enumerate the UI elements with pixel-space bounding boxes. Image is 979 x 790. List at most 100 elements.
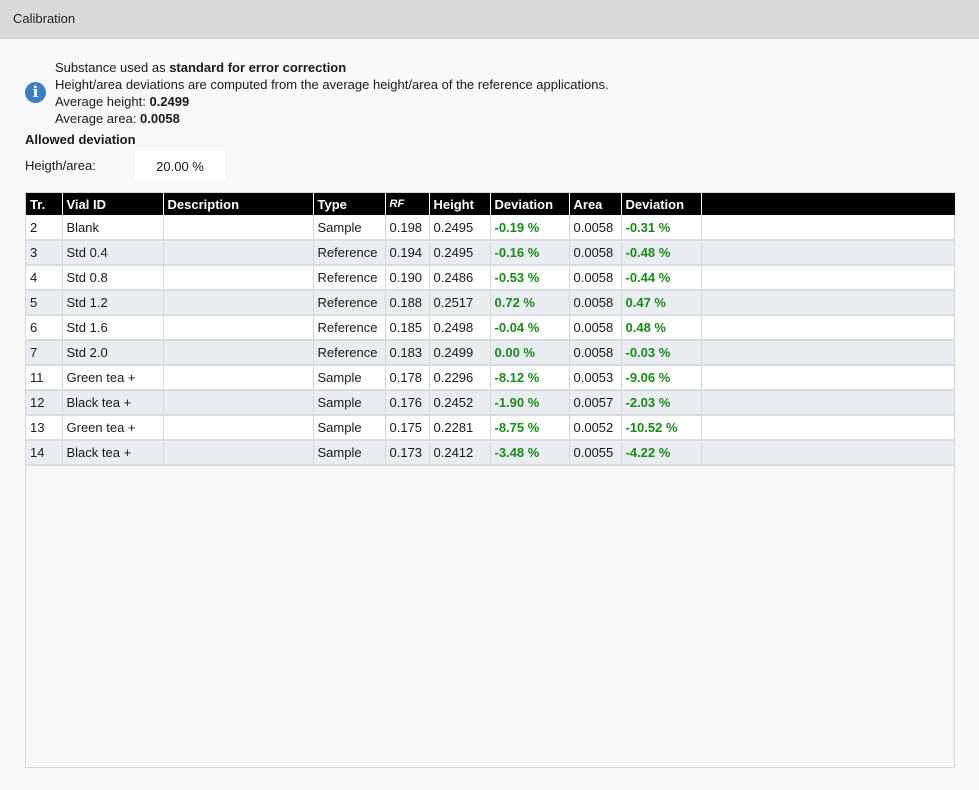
col-header-filler <box>701 193 955 215</box>
cell-area: 0.0058 <box>569 315 622 341</box>
cell-area: 0.0057 <box>569 390 622 416</box>
cell-tr: 6 <box>26 315 63 341</box>
cell-area: 0.0058 <box>569 290 622 316</box>
cell-rf: 0.178 <box>385 365 430 391</box>
calibration-table: Tr. Vial ID Description Type RF Height D… <box>26 193 955 466</box>
cell-height: 0.2499 <box>429 340 491 366</box>
cell-area: 0.0052 <box>569 415 622 441</box>
cell-area: 0.0058 <box>569 340 622 366</box>
cell-tr: 11 <box>26 365 63 391</box>
cell-description <box>163 315 314 341</box>
cell-rf: 0.173 <box>385 440 430 466</box>
cell-height: 0.2412 <box>429 440 491 466</box>
cell-description <box>163 340 314 366</box>
cell-rf: 0.185 <box>385 315 430 341</box>
cell-height: 0.2452 <box>429 390 491 416</box>
info-line-standard-prefix: Substance used as <box>55 60 170 75</box>
col-header-vial-id[interactable]: Vial ID <box>62 193 164 215</box>
cell-tr: 2 <box>26 215 63 241</box>
col-header-description[interactable]: Description <box>163 193 314 215</box>
cell-height-deviation: -8.75 % <box>490 415 570 441</box>
cell-area: 0.0058 <box>569 215 622 241</box>
cell-vial-id: Std 0.8 <box>62 265 164 291</box>
average-height-value: 0.2499 <box>149 94 190 109</box>
cell-vial-id: Std 2.0 <box>62 340 164 366</box>
cell-type: Reference <box>313 290 386 316</box>
cell-type: Sample <box>313 215 386 241</box>
average-height-label: Average height: <box>55 94 150 109</box>
col-header-height-deviation[interactable]: Deviation <box>490 193 570 215</box>
cell-rf: 0.175 <box>385 415 430 441</box>
cell-area-deviation: -2.03 % <box>621 390 702 416</box>
cell-filler <box>701 265 955 291</box>
cell-type: Reference <box>313 340 386 366</box>
cell-area-deviation: -0.48 % <box>621 240 702 266</box>
col-header-height[interactable]: Height <box>429 193 491 215</box>
cell-filler <box>701 290 955 316</box>
cell-rf: 0.183 <box>385 340 430 366</box>
cell-description <box>163 290 314 316</box>
cell-area-deviation: -0.44 % <box>621 265 702 291</box>
col-header-tr[interactable]: Tr. <box>26 193 63 215</box>
cell-height-deviation: -0.04 % <box>490 315 570 341</box>
cell-height-deviation: -0.16 % <box>490 240 570 266</box>
table-row[interactable]: 11 Green tea + Sample 0.178 0.2296 -8.12 % 0.0… <box>26 365 955 391</box>
cell-height: 0.2296 <box>429 365 491 391</box>
table-row[interactable]: 2 Blank Sample 0.198 0.2495 -0.19 % 0.0058 -0.3… <box>26 215 955 241</box>
average-area: Average area: 0.0058 <box>55 110 609 127</box>
cell-vial-id: Blank <box>62 215 164 241</box>
cell-type: Sample <box>313 440 386 466</box>
height-area-deviation-input[interactable] <box>135 151 225 181</box>
cell-filler <box>701 440 955 466</box>
cell-area: 0.0058 <box>569 240 622 266</box>
table-header-row: Tr. Vial ID Description Type RF Height D… <box>26 193 955 215</box>
info-line-description: Height/area deviations are computed from… <box>55 77 609 92</box>
info-block: Substance used as standard for error cor… <box>55 59 609 127</box>
cell-rf: 0.194 <box>385 240 430 266</box>
cell-filler <box>701 240 955 266</box>
table-row[interactable]: 4 Std 0.8 Reference 0.190 0.2486 -0.53 % 0.005… <box>26 265 955 291</box>
cell-tr: 7 <box>26 340 63 366</box>
cell-description <box>163 390 314 416</box>
col-header-area-deviation[interactable]: Deviation <box>621 193 702 215</box>
table-row[interactable]: 13 Green tea + Sample 0.175 0.2281 -8.75 % 0.0… <box>26 415 955 441</box>
cell-tr: 13 <box>26 415 63 441</box>
table-row[interactable]: 5 Std 1.2 Reference 0.188 0.2517 0.72 % 0.0058… <box>26 290 955 316</box>
average-area-label: Average area: <box>55 111 141 126</box>
cell-tr: 4 <box>26 265 63 291</box>
cell-area-deviation: 0.47 % <box>621 290 702 316</box>
cell-height-deviation: -8.12 % <box>490 365 570 391</box>
cell-vial-id: Black tea + <box>62 390 164 416</box>
table-row[interactable]: 7 Std 2.0 Reference 0.183 0.2499 0.00 % 0.0058… <box>26 340 955 366</box>
calibration-grid[interactable]: Tr. Vial ID Description Type RF Height D… <box>25 192 955 768</box>
table-row[interactable]: 6 Std 1.6 Reference 0.185 0.2498 -0.04 % 0.005… <box>26 315 955 341</box>
table-row[interactable]: 12 Black tea + Sample 0.176 0.2452 -1.90 % 0.0… <box>26 390 955 416</box>
cell-height-deviation: 0.00 % <box>490 340 570 366</box>
cell-height: 0.2498 <box>429 315 491 341</box>
col-header-area[interactable]: Area <box>569 193 622 215</box>
table-row[interactable]: 3 Std 0.4 Reference 0.194 0.2495 -0.16 % 0.005… <box>26 240 955 266</box>
cell-description <box>163 215 314 241</box>
col-header-rf[interactable]: RF <box>385 193 430 215</box>
cell-filler <box>701 415 955 441</box>
cell-tr: 3 <box>26 240 63 266</box>
cell-height-deviation: -1.90 % <box>490 390 570 416</box>
cell-area: 0.0058 <box>569 265 622 291</box>
info-line-standard-bold: standard for error correction <box>169 60 347 75</box>
cell-filler <box>701 365 955 391</box>
cell-height: 0.2495 <box>429 215 491 241</box>
cell-filler <box>701 315 955 341</box>
allowed-deviation-title: Allowed deviation <box>25 132 136 147</box>
cell-vial-id: Std 1.2 <box>62 290 164 316</box>
cell-height: 0.2281 <box>429 415 491 441</box>
col-header-type[interactable]: Type <box>313 193 386 215</box>
cell-type: Reference <box>313 265 386 291</box>
cell-vial-id: Black tea + <box>62 440 164 466</box>
cell-area: 0.0053 <box>569 365 622 391</box>
cell-height-deviation: -0.19 % <box>490 215 570 241</box>
cell-type: Reference <box>313 315 386 341</box>
cell-height: 0.2486 <box>429 265 491 291</box>
cell-area: 0.0055 <box>569 440 622 466</box>
table-row[interactable]: 14 Black tea + Sample 0.173 0.2412 -3.48 % 0.0… <box>26 440 955 466</box>
cell-vial-id: Std 1.6 <box>62 315 164 341</box>
